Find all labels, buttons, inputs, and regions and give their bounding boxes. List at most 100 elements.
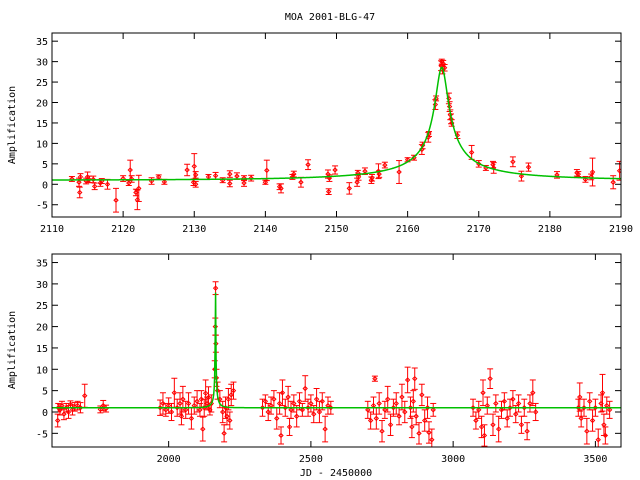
point-marker <box>82 393 88 399</box>
point-marker <box>127 167 133 173</box>
y-tick-label: 10 <box>36 365 48 376</box>
top-panel-zoomed-peak: -5 0 5 10 15 20 25 30 35 2110 2120 2130 2140 2150 2160… <box>36 32 633 235</box>
data-point <box>113 187 120 213</box>
point-marker <box>61 411 67 417</box>
point-marker <box>65 409 72 415</box>
point-marker <box>495 426 502 432</box>
point-marker <box>168 409 175 415</box>
point-marker <box>481 432 488 439</box>
data-point <box>589 409 596 432</box>
point-marker <box>185 400 192 407</box>
data-point <box>313 388 320 411</box>
point-marker <box>177 400 183 407</box>
point-marker <box>221 430 227 437</box>
point-marker <box>262 179 269 185</box>
x-tick-label: 2190 <box>609 224 633 235</box>
point-marker <box>227 180 233 187</box>
y-tick-label: -5 <box>36 429 48 440</box>
data-point <box>285 385 292 409</box>
data-point <box>182 400 189 419</box>
point-marker <box>316 409 323 415</box>
data-point <box>155 174 162 180</box>
point-marker <box>606 407 613 413</box>
point-marker <box>367 417 374 424</box>
data-point <box>76 186 83 199</box>
point-marker <box>354 179 360 185</box>
point-marker <box>513 411 519 417</box>
data-point <box>278 183 285 194</box>
data-point <box>367 411 374 430</box>
data-point <box>489 413 496 436</box>
data-point <box>128 175 135 183</box>
point-marker <box>518 422 525 428</box>
point-marker <box>532 409 539 415</box>
point-marker <box>184 167 190 173</box>
data-point <box>322 415 329 443</box>
data-point <box>241 179 248 187</box>
data-point <box>526 394 533 413</box>
point-marker <box>192 181 199 187</box>
point-marker <box>163 407 169 413</box>
point-marker <box>530 390 536 396</box>
point-marker <box>160 400 166 407</box>
point-marker <box>373 415 380 422</box>
data-point <box>354 177 361 187</box>
data-point <box>495 415 502 443</box>
data-point <box>518 415 525 434</box>
data-point <box>401 400 408 424</box>
x-tick-label: 2120 <box>111 224 135 235</box>
y-tick-label: 35 <box>36 259 48 270</box>
x-tick-label: 2500 <box>299 454 323 465</box>
data-point <box>518 170 525 182</box>
point-marker <box>490 165 497 171</box>
point-marker <box>200 426 206 432</box>
data-point <box>524 422 531 441</box>
data-point <box>263 159 270 182</box>
data-point <box>192 180 199 188</box>
point-marker <box>379 428 385 434</box>
data-point <box>532 402 539 422</box>
point-marker <box>412 375 418 382</box>
x-tick-label: 2110 <box>40 224 64 235</box>
data-point <box>192 171 199 179</box>
data-point <box>589 157 596 187</box>
y-tick-label: 15 <box>36 119 48 130</box>
x-tick-label: 2140 <box>253 224 277 235</box>
data-point <box>212 171 219 180</box>
y-tick-label: 0 <box>42 408 48 419</box>
x-tick-label: 2150 <box>324 224 348 235</box>
point-marker <box>197 407 203 413</box>
point-marker <box>97 406 104 413</box>
point-marker <box>198 396 205 402</box>
data-point <box>529 379 536 407</box>
point-marker <box>227 417 233 424</box>
data-point <box>199 416 206 442</box>
data-point <box>184 163 191 177</box>
model-curve <box>52 292 621 409</box>
data-point <box>364 400 371 419</box>
point-marker <box>525 164 532 170</box>
plot-area <box>52 281 621 447</box>
data-point <box>293 405 300 428</box>
data-point <box>599 373 606 412</box>
data-point <box>212 281 219 296</box>
point-marker <box>510 159 516 165</box>
data-point <box>468 144 475 160</box>
data-point <box>490 162 497 174</box>
data-point <box>226 170 233 178</box>
point-marker <box>393 400 399 407</box>
data-point <box>492 394 499 413</box>
plot-border <box>51 32 622 218</box>
x-tick-label: 2170 <box>467 224 491 235</box>
point-marker <box>90 176 96 183</box>
data-point <box>162 402 169 417</box>
plot-border <box>51 253 622 448</box>
point-marker <box>595 437 601 443</box>
data-point <box>226 411 233 430</box>
data-point <box>575 171 582 178</box>
point-marker <box>230 387 237 394</box>
point-marker <box>279 390 286 396</box>
data-point <box>421 409 428 432</box>
data-point <box>120 175 127 182</box>
